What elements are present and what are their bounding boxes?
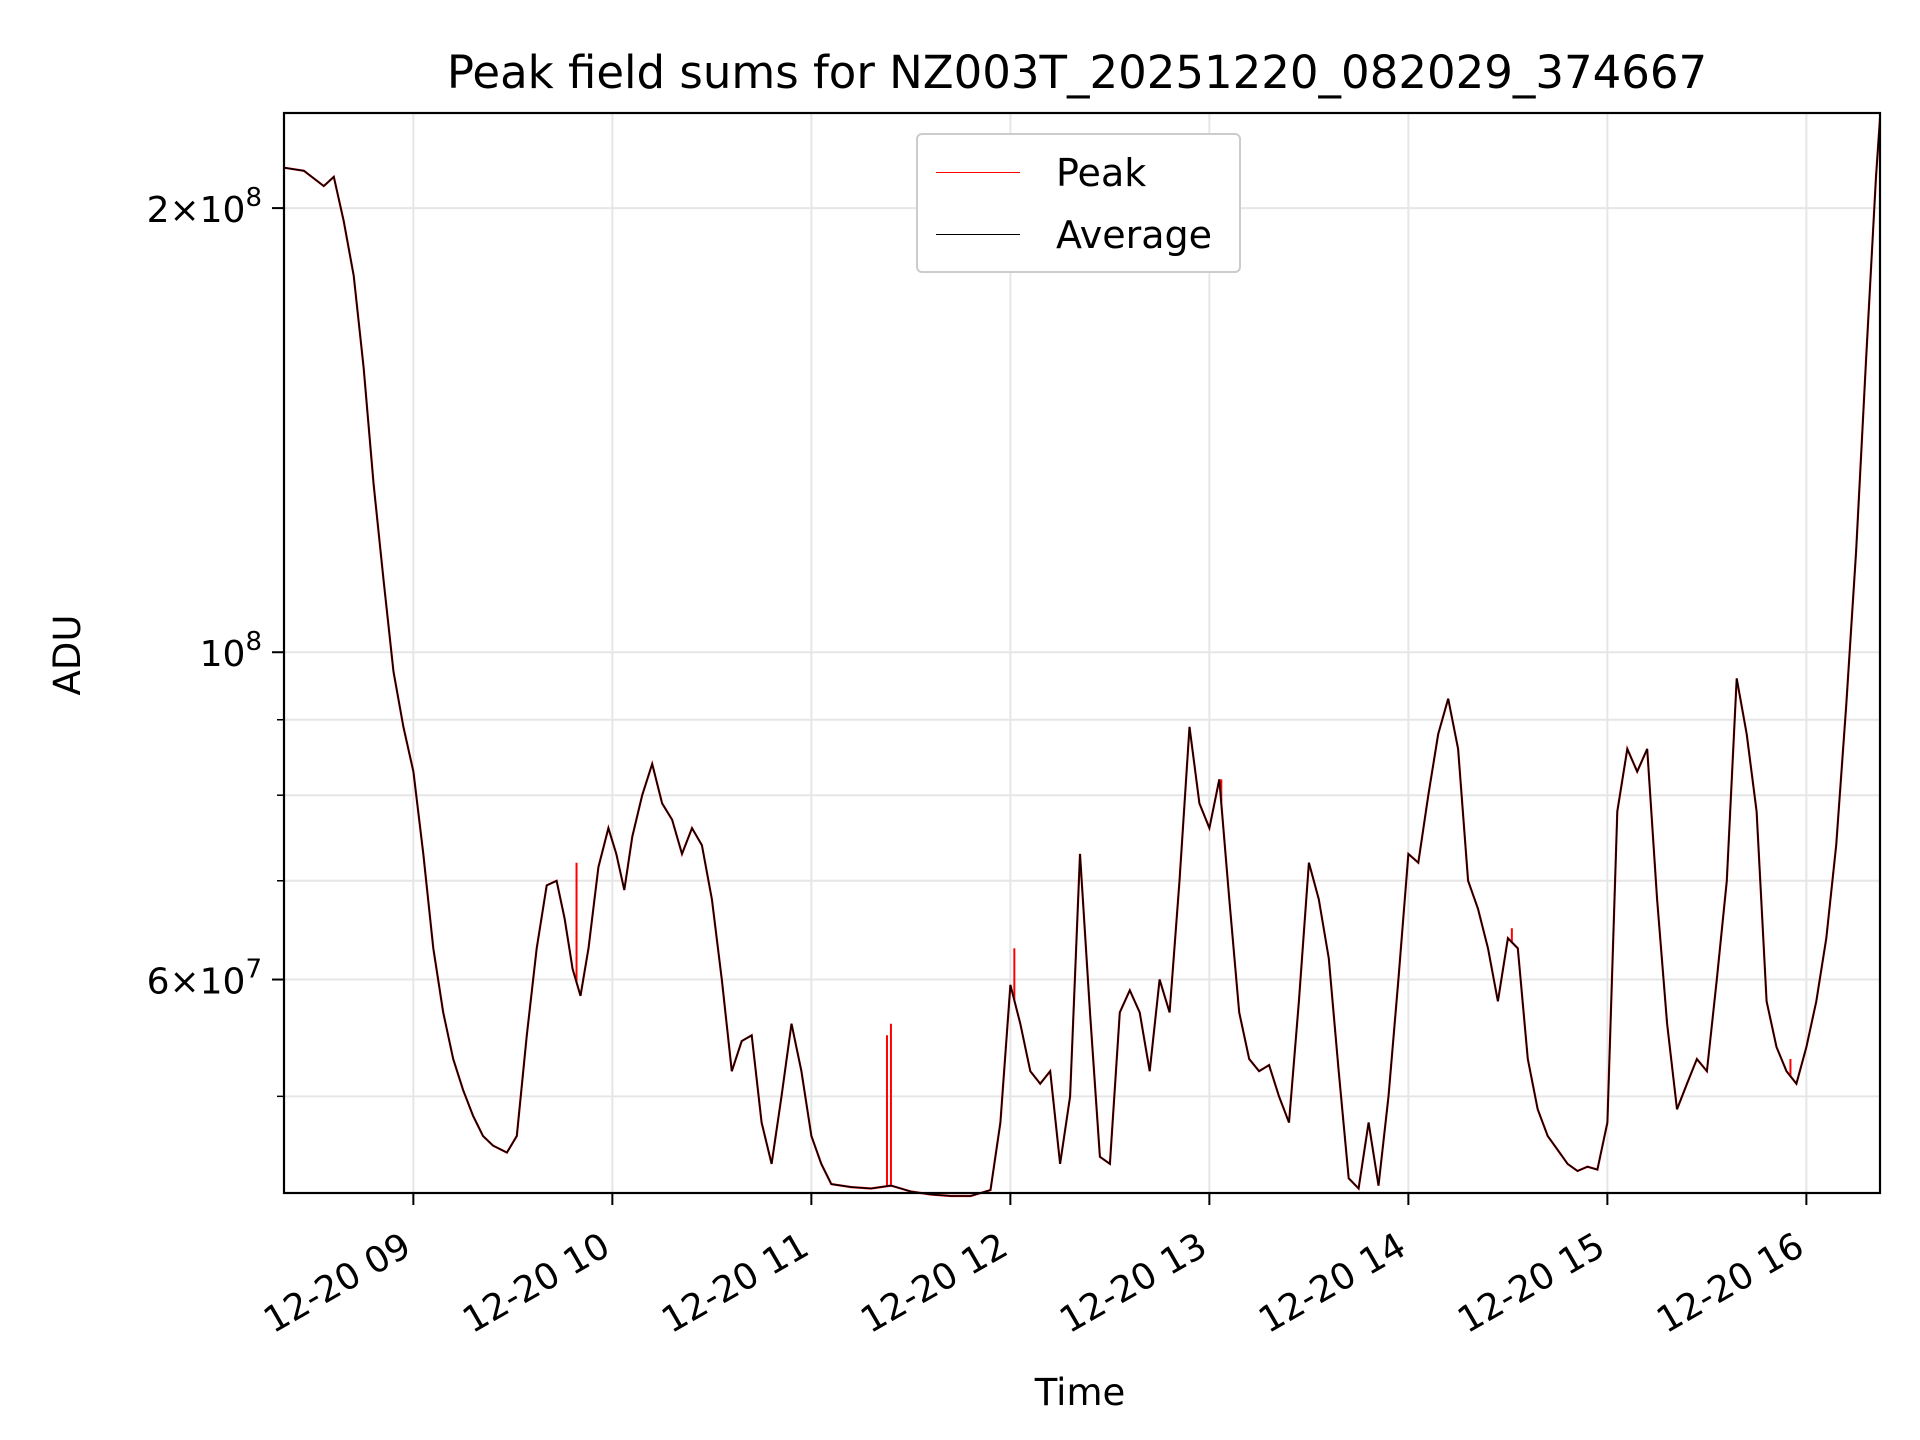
y-axis-label: ADU [46,615,89,696]
legend-label-peak: Peak [1056,151,1147,195]
y-tick-label: 6×107 [147,955,262,1003]
legend-swatch-peak [936,172,1020,173]
legend-item-peak: Peak [918,153,1239,193]
x-axis-label: Time [1034,1371,1126,1414]
chart-title: Peak field sums for NZ003T_20251220_0820… [447,46,1707,99]
legend-swatch-average [936,234,1020,235]
legend-label-average: Average [1056,213,1213,257]
legend: Peak Average [916,133,1241,273]
legend-item-average: Average [918,215,1239,255]
series-average-line [283,118,1881,1197]
y-tick-label: 108 [200,627,262,675]
y-tick-label: 2×108 [147,183,262,231]
series-group [283,118,1882,1198]
